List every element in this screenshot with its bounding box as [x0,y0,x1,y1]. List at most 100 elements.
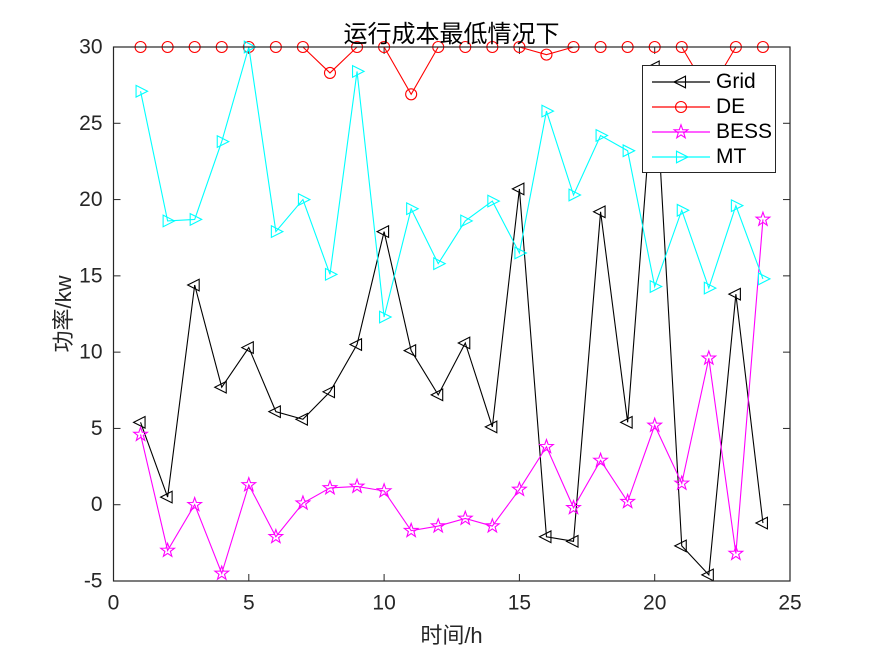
legend-label: MT [716,144,747,168]
plot-area-border [112,46,791,582]
marker-triangle-left [538,530,552,544]
legend-row-bess: BESS [650,119,775,144]
marker-pentagram [673,474,691,491]
marker-triangle-right [216,134,230,149]
marker-pentagram [483,517,501,534]
marker-triangle-left [132,415,146,430]
marker-triangle-left [321,385,336,399]
y-tick-label: 25 [79,112,102,135]
marker-triangle-left [402,343,417,358]
marker-triangle-left [375,224,390,239]
marker-pentagram [132,425,149,442]
legend-sample-grid [650,70,712,94]
marker-triangle-right [189,212,203,227]
marker-pentagram [619,492,637,509]
legend-label: Grid [716,69,756,93]
marker-triangle-left [592,205,606,219]
marker-triangle-right [568,188,582,202]
marker-triangle-left [673,539,687,553]
marker-pentagram [538,437,555,454]
marker-triangle-right [406,202,420,216]
marker-circle [405,88,418,101]
marker-triangle-right [676,203,690,217]
marker-pentagram [646,416,664,433]
legend-row-mt: MT [650,144,775,169]
marker-pentagram [267,527,285,544]
legend-row-grid: Grid [650,69,775,94]
marker-pentagram [754,210,772,227]
y-tick-label: 15 [79,264,102,287]
marker-pentagram [321,479,339,496]
y-tick-label: 20 [79,188,102,211]
legend-sample-mt [650,145,712,169]
legend-row-de: DE [650,94,775,119]
marker-triangle-right [460,214,474,228]
marker-triangle-right [730,198,745,213]
marker-triangle-left [457,336,471,350]
marker-pentagram [240,476,258,493]
x-tick-label: 15 [508,592,531,615]
marker-triangle-right [595,128,609,143]
marker-pentagram [402,521,420,538]
marker-triangle-left [511,182,525,196]
marker-triangle-left [565,534,579,549]
x-axis-label: 时间/h [420,623,483,648]
x-tick-label: 20 [643,592,666,615]
marker-triangle-left [294,412,308,426]
marker-triangle-right [675,149,690,164]
marker-pentagram [700,349,718,366]
marker-triangle-right [514,246,528,260]
marker-pentagram [672,122,690,139]
series-line-bess [140,219,764,576]
marker-triangle-left [159,490,173,504]
marker-triangle-right [541,104,555,118]
x-tick-label: 5 [243,592,255,615]
marker-triangle-left [754,516,768,530]
marker-triangle-left [213,380,227,394]
marker-circle [674,100,688,113]
marker-triangle-right [162,214,176,228]
legend-sample-bess [650,120,712,144]
chart-title: 运行成本最低情况下 [343,21,560,48]
marker-triangle-left [700,568,714,582]
series-markers-mt [135,40,772,324]
marker-triangle-right [324,267,339,282]
legend: Grid DE BESS MT [642,65,776,173]
marker-triangle-right [379,310,393,324]
marker-triangle-right [622,144,636,158]
marker-triangle-right [757,272,772,286]
marker-pentagram [727,544,745,561]
x-tick-label: 0 [108,592,120,615]
legend-label: DE [716,94,746,118]
marker-triangle-left [619,415,633,430]
marker-triangle-right [433,256,447,271]
marker-triangle-right [135,84,149,98]
marker-triangle-left [348,337,363,352]
marker-pentagram [159,541,177,558]
y-tick-label: 30 [79,36,102,59]
marker-pentagram [456,509,474,526]
marker-triangle-right [297,192,312,207]
y-tick-label: 5 [91,417,103,440]
marker-triangle-left [727,287,741,301]
marker-triangle-right [351,64,366,79]
legend-label: BESS [716,119,773,143]
y-axis-label: 功率/kw [51,275,76,353]
marker-triangle-right [649,279,663,294]
x-tick-label: 10 [372,592,395,615]
marker-pentagram [186,495,204,512]
marker-triangle-left [484,420,498,434]
marker-triangle-right [487,194,501,208]
marker-pentagram [565,498,582,515]
x-tick-label: 25 [778,592,801,615]
marker-pentagram [348,477,366,494]
marker-circle [540,48,553,61]
marker-circle [323,66,337,79]
marker-pentagram [375,482,393,499]
marker-pentagram [429,517,447,534]
marker-triangle-right [703,281,718,295]
marker-triangle-left [672,74,687,89]
marker-triangle-left [267,404,281,419]
series-markers-grid [132,60,768,582]
